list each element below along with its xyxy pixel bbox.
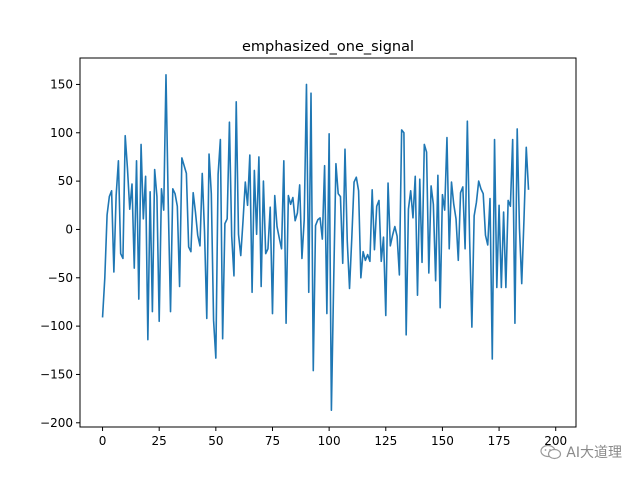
x-tick-label: 25 (152, 434, 167, 448)
plot-frame (79, 57, 577, 428)
wechat-icon (540, 444, 562, 460)
x-tick-label: 125 (374, 434, 397, 448)
y-tick-label: −150 (40, 367, 73, 381)
y-axis: −200 −150 −100 −50 0 50 100 150 (40, 77, 80, 430)
y-tick-label: 0 (65, 222, 73, 236)
y-tick-label: 150 (50, 77, 73, 91)
watermark: AI大道理 (540, 442, 622, 462)
x-tick-label: 150 (431, 434, 454, 448)
x-axis: 0 25 50 75 100 125 150 175 200 (99, 427, 567, 448)
x-tick-label: 0 (99, 434, 107, 448)
x-tick-label: 175 (488, 434, 511, 448)
x-tick-label: 200 (544, 434, 567, 448)
y-tick-label: −100 (40, 319, 73, 333)
y-tick-label: 50 (58, 174, 73, 188)
y-tick-label: 100 (50, 126, 73, 140)
chart-title: emphasized_one_signal (242, 39, 414, 55)
x-tick-label: 75 (265, 434, 280, 448)
series-line (101, 73, 530, 412)
y-tick-label: −50 (48, 271, 73, 285)
watermark-text: AI大道理 (566, 445, 622, 461)
x-tick-label: 50 (208, 434, 223, 448)
x-tick-label: 100 (318, 434, 341, 448)
y-tick-label: −200 (40, 416, 73, 430)
